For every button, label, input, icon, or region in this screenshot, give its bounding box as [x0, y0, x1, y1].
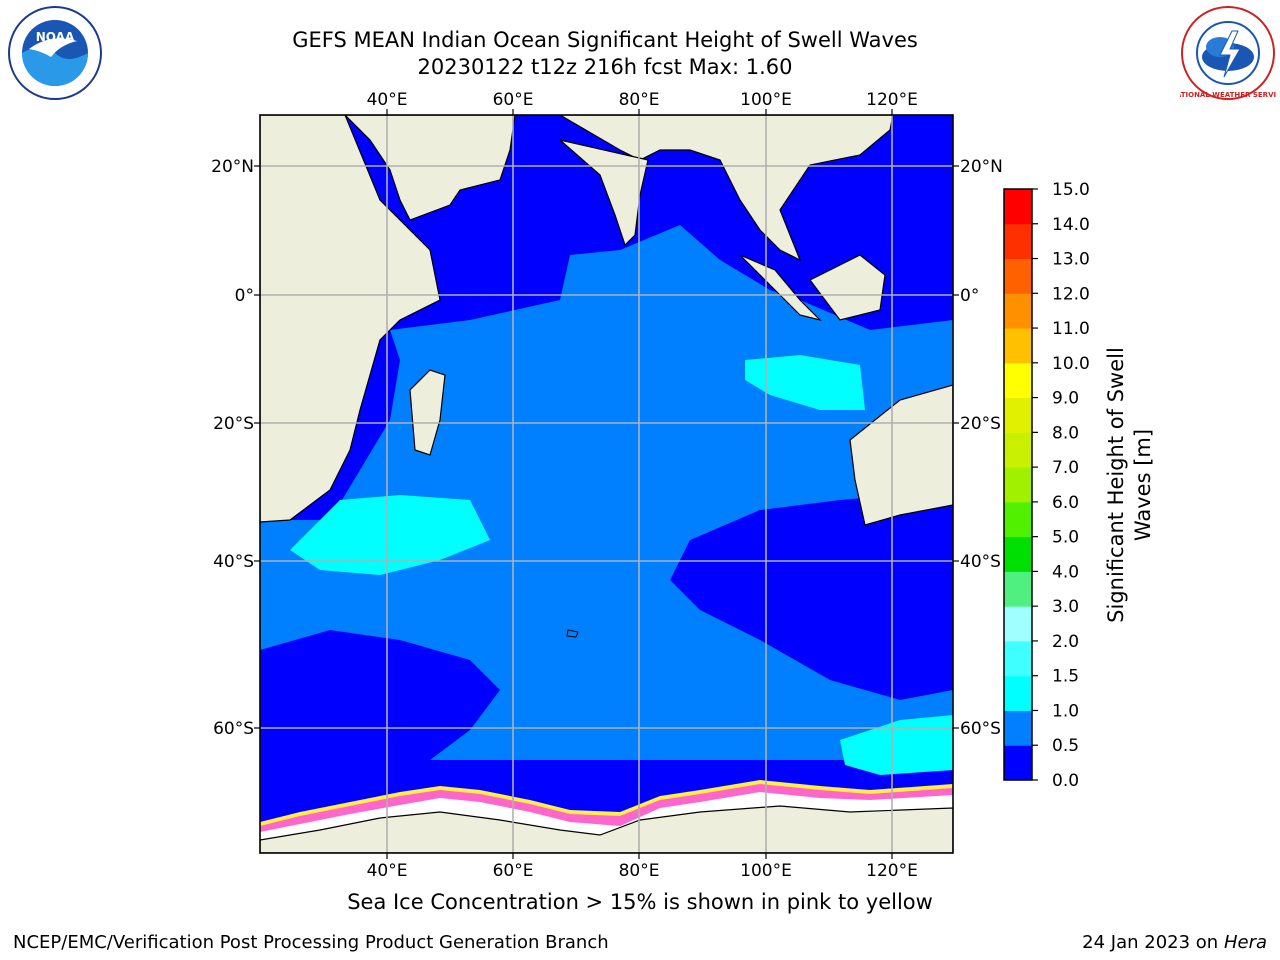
- lat-label-left: 40°S: [213, 552, 254, 572]
- colorbar-tick-label: 7.0: [1052, 458, 1079, 478]
- colorbar-tick-label: 5.0: [1052, 528, 1079, 548]
- swell-patch-southeast: [840, 715, 953, 775]
- lat-label-right: 0°: [960, 286, 979, 306]
- lon-label-top: 120°E: [866, 90, 918, 110]
- ocean-low-swell-southeast: [670, 490, 953, 700]
- colorbar-tick-label: 11.0: [1052, 319, 1090, 339]
- lon-label-top: 60°E: [493, 90, 534, 110]
- colorbar-tick-label: 1.0: [1052, 701, 1079, 721]
- colorbar-swatch: [1004, 710, 1032, 746]
- colorbar-swatch: [1004, 640, 1032, 677]
- colorbar-swatch: [1004, 606, 1032, 642]
- colorbar-tick-label: 8.0: [1052, 423, 1079, 443]
- map-area: [260, 115, 953, 853]
- lon-label-bottom: 40°E: [367, 861, 408, 881]
- colorbar-swatch: [1004, 536, 1032, 572]
- colorbar-tick-label: 14.0: [1052, 215, 1090, 235]
- lat-label-right: 40°S: [960, 552, 1001, 572]
- colorbar-swatch: [1004, 467, 1032, 503]
- lon-label-bottom: 60°E: [493, 861, 534, 881]
- land-africa: [260, 115, 441, 523]
- lon-label-top: 40°E: [367, 90, 408, 110]
- footer-credit: NCEP/EMC/Verification Post Processing Pr…: [13, 932, 609, 953]
- colorbar-swatch: [1004, 571, 1032, 607]
- footer-machine: Hera: [1223, 932, 1267, 953]
- lon-label-bottom: 80°E: [619, 861, 660, 881]
- colorbar-tick-label: 1.5: [1052, 667, 1079, 687]
- colorbar-tick-label: 9.0: [1052, 389, 1079, 409]
- colorbar-swatch: [1004, 745, 1032, 781]
- noaa-logo-icon: NOAA: [8, 6, 102, 100]
- colorbar: 0.0 0.5 1.0 1.5 2.0 3.0 4.0 5.0 6.0 7.0 8.0 9.0 10.0…: [1003, 180, 1090, 791]
- chart-title: GEFS MEAN Indian Ocean Significant Heigh…: [292, 28, 918, 52]
- footer-date: 24 Jan 2023 on Hera: [1082, 932, 1267, 953]
- nws-logo-icon: NATIONAL WEATHER SERVICE: [1180, 6, 1276, 100]
- colorbar-tick-label: 6.0: [1052, 493, 1079, 513]
- lat-label-left: 20°N: [211, 157, 254, 177]
- lat-label-right: 20°S: [960, 414, 1001, 434]
- colorbar-swatch: [1004, 501, 1032, 538]
- colorbar-swatch: [1004, 397, 1032, 433]
- land-sumatra: [739, 254, 822, 322]
- colorbar-tick-label: 13.0: [1052, 250, 1090, 270]
- map-caption: Sea Ice Concentration > 15% is shown in …: [347, 890, 933, 914]
- colorbar-tick-label: 0.0: [1052, 771, 1079, 791]
- swell-patch-east: [745, 355, 865, 410]
- lat-label-left: 20°S: [213, 414, 254, 434]
- colorbar-swatch: [1004, 258, 1032, 294]
- lon-label-top: 80°E: [619, 90, 660, 110]
- colorbar-tick-label: 15.0: [1052, 180, 1090, 200]
- land-madagascar: [409, 369, 446, 456]
- colorbar-tick-label: 12.0: [1052, 284, 1090, 304]
- lon-label-top: 100°E: [740, 90, 792, 110]
- chart-subtitle: 20230122 t12z 216h fcst Max: 1.60: [417, 55, 793, 79]
- colorbar-swatch: [1004, 189, 1032, 225]
- colorbar-swatch: [1004, 328, 1032, 364]
- nws-logo-text: NATIONAL WEATHER SERVICE: [1180, 91, 1276, 99]
- colorbar-tick-label: 3.0: [1052, 597, 1079, 617]
- colorbar-swatch: [1004, 223, 1032, 260]
- noaa-logo-text: NOAA: [36, 30, 75, 44]
- colorbar-frame: [1003, 188, 1033, 781]
- lat-label-right: 60°S: [960, 719, 1001, 739]
- lat-label-right: 20°N: [960, 157, 1003, 177]
- footer-date-text: 24 Jan 2023 on: [1082, 932, 1224, 953]
- lat-label-left: 60°S: [213, 719, 254, 739]
- lat-label-left: 0°: [235, 286, 254, 306]
- colorbar-swatch: [1004, 293, 1032, 329]
- land-australia: [849, 384, 953, 526]
- colorbar-tick-label: 0.5: [1052, 736, 1079, 756]
- colorbar-label-units: Waves [m]: [1131, 429, 1155, 541]
- colorbar-tick-label: 4.0: [1052, 562, 1079, 582]
- land-borneo: [809, 254, 886, 321]
- colorbar-tick-label: 10.0: [1052, 354, 1090, 374]
- colorbar-label: Significant Height of Swell: [1104, 347, 1128, 623]
- colorbar-swatch: [1004, 675, 1032, 711]
- map-frame: [259, 114, 954, 854]
- land-antarctica: [260, 805, 953, 853]
- colorbar-tick-label: 2.0: [1052, 632, 1079, 652]
- swell-patch-southwest: [290, 495, 490, 575]
- colorbar-swatch: [1004, 362, 1032, 399]
- map-ticks: [254, 109, 959, 859]
- lon-label-bottom: 100°E: [740, 861, 792, 881]
- colorbar-swatch: [1004, 432, 1032, 468]
- map-gridlines: [260, 115, 953, 853]
- land-kerguelen: [566, 629, 579, 638]
- lon-label-bottom: 120°E: [866, 861, 918, 881]
